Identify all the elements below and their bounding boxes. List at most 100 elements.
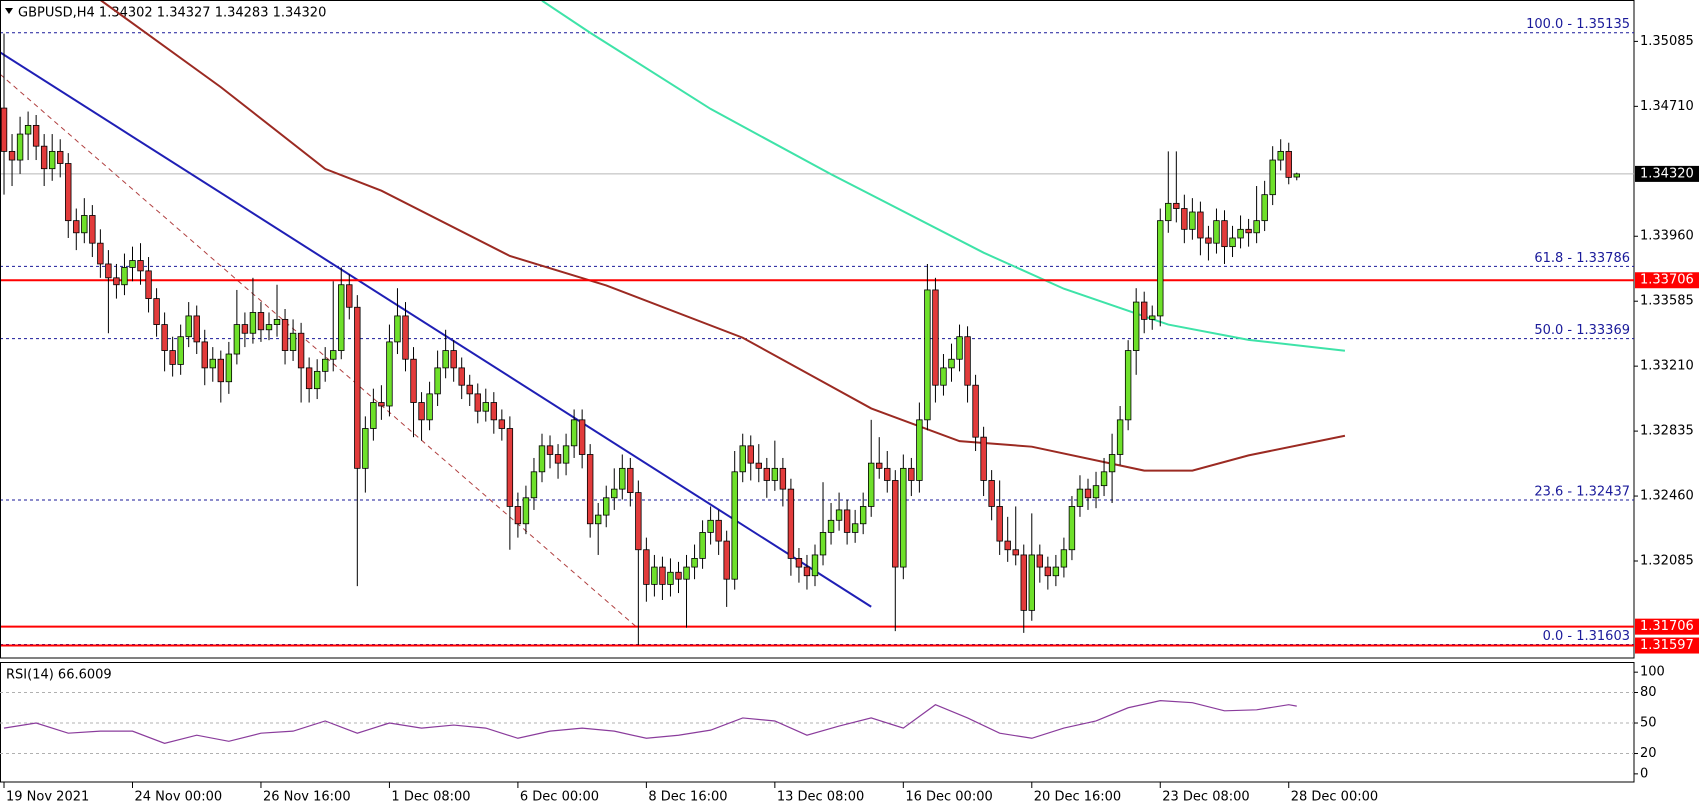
candle-body — [643, 549, 650, 585]
candle-body — [32, 124, 40, 147]
candle-body — [1124, 350, 1132, 421]
candle-body — [514, 506, 522, 525]
candle-body — [394, 315, 401, 343]
candle-body — [843, 509, 851, 533]
level-price-box — [1635, 272, 1699, 289]
x-tick-label: 20 Dec 16:00 — [1034, 790, 1121, 805]
x-tick-label: 28 Dec 00:00 — [1291, 790, 1378, 805]
candle-body — [546, 445, 554, 455]
candle-body — [755, 462, 762, 469]
candle-body — [1084, 488, 1092, 499]
candle-body — [683, 566, 690, 580]
candle-body — [924, 289, 931, 421]
candle-body — [225, 353, 233, 383]
y-tick-label: 1.32460 — [1640, 489, 1694, 504]
candle-body — [8, 150, 16, 161]
level-price-label: 1.31597 — [1640, 638, 1694, 653]
candle-body — [811, 554, 819, 577]
rsi-y-tick-label: 50 — [1640, 716, 1657, 731]
candle-body — [281, 318, 289, 351]
x-tick-label: 16 Dec 00:00 — [905, 790, 992, 805]
y-tick-label: 1.35085 — [1640, 34, 1694, 49]
candle-body — [1205, 237, 1212, 244]
candle-body — [1068, 506, 1076, 551]
candle-body — [137, 260, 144, 272]
candle-body — [161, 324, 168, 351]
candle-body — [1, 107, 8, 152]
candle-body — [964, 336, 971, 386]
candle-body — [948, 358, 955, 369]
candle-body — [386, 341, 393, 407]
candle-body — [129, 260, 136, 268]
candle-body — [1269, 159, 1276, 196]
candle-body — [731, 471, 738, 580]
level-price-label: 1.33706 — [1640, 273, 1694, 288]
candle-body — [490, 402, 498, 421]
candle-body — [803, 566, 811, 577]
y-tick-label: 1.32085 — [1640, 554, 1694, 569]
candle-body — [1173, 202, 1180, 209]
candle-body — [603, 497, 610, 516]
x-tick-label: 19 Nov 2021 — [6, 790, 89, 805]
candle-body — [739, 445, 746, 473]
x-tick-label: 23 Dec 08:00 — [1162, 790, 1249, 805]
y-tick-label: 1.34710 — [1640, 99, 1694, 114]
symbol-menu-icon[interactable] — [5, 8, 13, 14]
candle-body — [1141, 301, 1148, 320]
candle-body — [177, 336, 184, 365]
candle-body — [699, 532, 706, 559]
candle-body — [578, 419, 586, 455]
current-price-label: 1.34320 — [1640, 166, 1694, 181]
candle-body — [265, 324, 273, 331]
candle-body — [169, 350, 176, 365]
candle-body — [723, 540, 730, 580]
candle-body — [289, 332, 297, 351]
candle-body — [530, 471, 538, 499]
candle-body — [859, 506, 867, 525]
candle-body — [354, 306, 361, 469]
candle-body — [48, 150, 56, 170]
candle-body — [362, 428, 369, 469]
candle-body — [1261, 194, 1268, 222]
candle-body — [892, 480, 899, 568]
main-pane-frame — [0, 0, 1635, 659]
candle-body — [378, 402, 385, 407]
candle-body — [916, 419, 923, 481]
rsi-y-tick-label: 20 — [1640, 746, 1657, 761]
chart-title: GBPUSD,H4 1.34302 1.34327 1.34283 1.3432… — [18, 6, 326, 21]
level-price-label: 1.31706 — [1640, 619, 1694, 634]
candle-body — [787, 488, 795, 559]
fib-level-label: 100.0 - 1.35135 — [1526, 17, 1630, 32]
current-price-box — [1635, 165, 1699, 182]
candle-body — [619, 467, 626, 490]
candle-body — [1036, 554, 1044, 568]
candle-body — [466, 384, 473, 395]
candle-body — [434, 367, 441, 395]
level-price-box — [1635, 618, 1699, 635]
candle-body — [627, 467, 634, 493]
fib-level-label: 61.8 - 1.33786 — [1534, 251, 1630, 266]
rsi-y-tick-label: 0 — [1640, 766, 1648, 781]
fib-level-label: 23.6 - 1.32437 — [1534, 485, 1630, 500]
rsi-pane-frame — [0, 662, 1635, 783]
candle-body — [1044, 566, 1052, 577]
candle-body — [346, 284, 353, 308]
candle-body — [1108, 454, 1116, 473]
candle-body — [113, 277, 120, 286]
candle-body — [1213, 220, 1220, 244]
candle-body — [771, 467, 779, 481]
candle-body — [474, 393, 481, 412]
candle-body — [1285, 150, 1292, 178]
candle-body — [338, 284, 345, 351]
candle-body — [217, 358, 225, 383]
candle-body — [209, 358, 216, 369]
candle-body — [370, 402, 377, 429]
y-tick-label: 1.33585 — [1640, 294, 1694, 309]
candle-body — [40, 145, 48, 170]
candle-body — [73, 220, 80, 234]
candle-body — [81, 215, 88, 234]
candle-body — [659, 566, 666, 585]
candle-body — [851, 523, 859, 533]
candle-body — [980, 436, 987, 481]
